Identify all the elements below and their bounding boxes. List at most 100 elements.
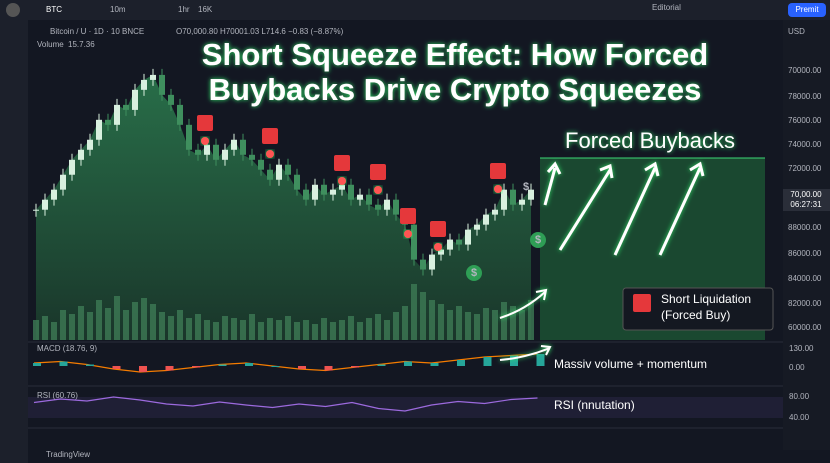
- interval[interactable]: 10m: [110, 5, 126, 14]
- liquidation-marker: [370, 164, 386, 180]
- candle: [132, 89, 138, 110]
- liquidation-marker: [400, 208, 416, 224]
- price-label: 82000.00: [788, 299, 822, 308]
- legend-line2: (Forced Buy): [661, 308, 730, 322]
- macd-bar: [112, 366, 121, 369]
- volume-bar: [267, 318, 273, 340]
- volume-bar: [249, 314, 255, 340]
- liquidation-burst: [434, 243, 442, 251]
- volume-bar: [321, 318, 327, 340]
- chart-type[interactable]: 1hr: [178, 5, 190, 14]
- price-label: 76000.00: [788, 116, 822, 125]
- volume-bar: [357, 322, 363, 340]
- candle: [510, 189, 516, 205]
- volume-bar: [51, 322, 57, 340]
- currency[interactable]: USD: [788, 27, 805, 36]
- volume-bar: [204, 320, 210, 340]
- rsi-label: RSI (60.76): [37, 391, 78, 400]
- symbol[interactable]: BTC: [46, 5, 62, 14]
- candle: [384, 199, 390, 210]
- candle: [51, 189, 57, 200]
- dollar-badge: [530, 232, 546, 248]
- volume-bar: [303, 320, 309, 340]
- macd-bar: [33, 363, 41, 366]
- candle: [330, 189, 336, 195]
- volume-bar: [222, 316, 228, 340]
- macd-bar: [404, 361, 412, 366]
- price-label: 86000.00: [788, 249, 822, 258]
- candle: [177, 104, 183, 125]
- volume-note: Massiv volume + momentum: [554, 357, 707, 371]
- arrows: [499, 161, 705, 361]
- premium-button[interactable]: [788, 3, 826, 17]
- volume-bar: [501, 302, 507, 340]
- candle: [339, 184, 345, 190]
- candle: [123, 104, 129, 110]
- volume-bar: [87, 312, 93, 340]
- candle: [258, 159, 264, 170]
- candle: [213, 144, 219, 160]
- volume-bar: [231, 318, 237, 340]
- liquidation-marker: [197, 115, 213, 131]
- liquidation-burst: [404, 230, 412, 238]
- price-label: 60000.00: [788, 323, 822, 332]
- candle: [60, 174, 66, 190]
- macd-bar: [457, 360, 465, 366]
- candle: [78, 149, 84, 160]
- dollar: $: [523, 181, 529, 193]
- volume-bar: [348, 316, 354, 340]
- candle: [114, 104, 120, 125]
- volume-bar: [78, 306, 84, 340]
- volume-bar: [474, 314, 480, 340]
- candle: [483, 214, 489, 225]
- layout[interactable]: Editorial: [652, 3, 681, 12]
- dollar-badge: [466, 265, 482, 281]
- rsi-line: [33, 396, 538, 412]
- macd-bar: [510, 355, 518, 366]
- candle: [411, 224, 417, 260]
- avatar[interactable]: [6, 3, 20, 17]
- candle: [393, 199, 399, 215]
- candle: [447, 239, 453, 250]
- volume-bar: [384, 320, 390, 340]
- macd-axis: 0.00: [789, 363, 805, 372]
- volume-bar: [420, 292, 426, 340]
- candle: [159, 74, 165, 95]
- countdown: 06:27:31: [790, 200, 822, 209]
- volume-bar: [447, 310, 453, 340]
- price-axis: [783, 20, 830, 450]
- volume-bar: [492, 310, 498, 340]
- candle: [492, 209, 498, 215]
- current-price-box: [783, 189, 830, 211]
- candle: [276, 164, 282, 180]
- volume-bar: [150, 304, 156, 340]
- macd-bar: [298, 366, 306, 369]
- macd-bar: [218, 364, 227, 366]
- volume-bar: [213, 322, 219, 340]
- volume-value: 15.7.36: [68, 40, 95, 49]
- volume-bar: [33, 320, 39, 340]
- liquidation-burst: [201, 137, 209, 145]
- candle: [249, 154, 255, 160]
- candle: [231, 139, 237, 150]
- volume-bar: [528, 300, 534, 340]
- volume-bar: [294, 322, 300, 340]
- macd-bar: [192, 366, 200, 368]
- zoom[interactable]: 16K: [198, 5, 213, 14]
- candle: [168, 94, 174, 105]
- candle: [348, 184, 354, 200]
- volume-bar: [240, 320, 246, 340]
- candle: [429, 254, 435, 270]
- macd-bar: [377, 364, 386, 366]
- volume-bar: [438, 304, 444, 340]
- liquidation-marker: [334, 155, 350, 171]
- macd-bar: [483, 357, 492, 366]
- premium-label[interactable]: Premit: [795, 5, 819, 14]
- rsi-note: RSI (nnutation): [554, 398, 635, 412]
- volume-bar: [69, 314, 75, 340]
- left-toolbar: [0, 20, 28, 463]
- current-price: 70,00.00: [790, 190, 822, 199]
- volume-bar: [60, 310, 66, 340]
- candle: [33, 209, 39, 211]
- volume-bar: [168, 316, 174, 340]
